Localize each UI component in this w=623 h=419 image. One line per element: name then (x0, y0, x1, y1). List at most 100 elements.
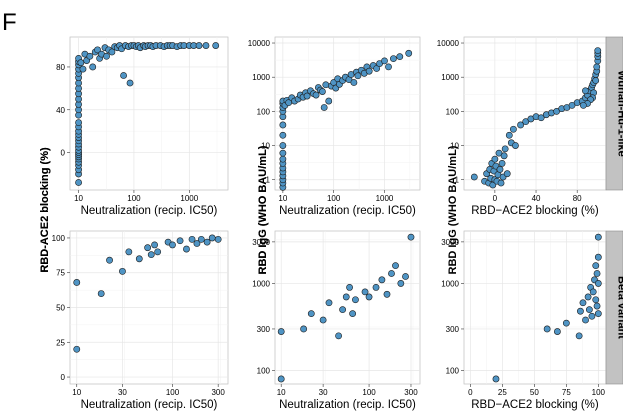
x-tick-label: 100 (166, 388, 180, 397)
data-point (325, 97, 333, 105)
x-axis-label: Neutralization (recip. IC50) (81, 399, 218, 411)
data-point (354, 72, 362, 80)
data-point (73, 345, 81, 353)
data-point (373, 65, 381, 72)
x-tick-label: 1000 (376, 194, 394, 203)
x-axis-label: Neutralization (recip. IC50) (81, 205, 218, 217)
scatter-panel-6: 0 25 50 75 100 100 300 1000 3000 RBD−ACE2 blockin… (441, 230, 607, 411)
facet-strip (605, 36, 623, 191)
y-tick-label: 300 (446, 325, 460, 334)
facet-strip (605, 230, 623, 385)
scatter-panel-5: 10 30 100 300 100 300 1000 3000 Neutralization (… (252, 145, 421, 411)
y-tick-label: 100 (52, 234, 66, 243)
data-point (197, 235, 205, 243)
data-point (593, 302, 601, 310)
y-tick-label: 10000 (248, 39, 271, 48)
data-point (589, 288, 597, 296)
data-point (346, 284, 353, 291)
data-point (594, 253, 602, 261)
data-point (106, 256, 113, 264)
y-tick-label: 100 (446, 367, 460, 376)
y-tick-label: 3000 (252, 238, 270, 247)
panel-letter: F (2, 9, 17, 36)
data-point (592, 296, 600, 304)
y-tick-label: 100 (446, 107, 460, 116)
plot-area (274, 230, 421, 385)
data-point (319, 88, 326, 95)
y-tick-label: 100 (257, 367, 271, 376)
data-point (365, 293, 373, 301)
data-point (307, 310, 315, 318)
y-axis-label: RBD-ACE2 blocking (%) (39, 147, 51, 273)
data-point (492, 375, 500, 383)
y-tick-label: 1000 (252, 279, 270, 288)
x-tick-label: 100 (362, 388, 376, 397)
data-point (352, 296, 359, 304)
y-tick-label: 50 (56, 304, 65, 313)
data-point (582, 316, 589, 324)
data-point (501, 145, 509, 153)
data-point (188, 235, 196, 243)
data-point (498, 160, 506, 167)
data-point (585, 306, 593, 314)
data-point (350, 79, 358, 86)
data-point (151, 241, 158, 249)
x-axis-label: RBD−ACE2 blocking (%) (471, 399, 599, 411)
data-point (126, 79, 134, 87)
data-point (277, 375, 285, 383)
data-point (319, 316, 327, 324)
plot-area (463, 230, 607, 385)
data-point (584, 293, 592, 301)
y-tick-label: 1000 (252, 73, 270, 82)
data-point (202, 42, 210, 49)
data-point (383, 290, 391, 298)
data-point (396, 53, 404, 61)
data-point (381, 57, 388, 65)
data-point (169, 241, 176, 249)
data-point (279, 121, 287, 129)
scatter-panel-2: 10 100 1000 1 10 100 1000 10000 Neutralization (… (248, 36, 421, 274)
x-tick-label: 0 (468, 388, 473, 397)
x-tick-label: 300 (211, 388, 225, 397)
x-tick-label: 10 (278, 194, 287, 203)
y-tick-label: 25 (56, 338, 65, 347)
x-tick-label: 100 (127, 194, 141, 203)
data-point (512, 142, 519, 149)
x-tick-label: 1000 (180, 194, 198, 203)
data-point (75, 179, 82, 186)
data-point (579, 101, 587, 109)
data-point (388, 270, 395, 277)
data-point (349, 310, 357, 318)
data-point (562, 319, 570, 327)
x-tick-label: 10 (277, 388, 286, 397)
x-axis-label: Neutralization (recip. IC50) (279, 399, 416, 411)
data-point (195, 42, 203, 49)
data-point (120, 72, 127, 79)
data-point (470, 173, 478, 181)
data-point (579, 299, 587, 307)
data-point (108, 48, 116, 56)
data-point (592, 77, 600, 84)
scatter-panel-3: 0 40 80 1 10 100 1000 10000 RBD−ACE2 blocking (%… (437, 36, 607, 217)
data-point (103, 52, 110, 60)
data-point (193, 240, 201, 247)
x-tick-label: 75 (562, 388, 571, 397)
data-point (300, 325, 308, 333)
y-tick-label: 40 (56, 106, 65, 115)
y-tick-label: 1 (455, 176, 460, 185)
data-point (214, 235, 222, 243)
data-point (390, 55, 397, 62)
x-tick-label: 80 (573, 194, 582, 203)
y-axis-label: RBD IgG (WHO BAU/mL) (257, 145, 269, 274)
data-point (339, 306, 347, 314)
y-tick-label: 1 (266, 176, 271, 185)
data-point (503, 170, 511, 178)
y-tick-label: 300 (257, 325, 271, 334)
data-point (322, 81, 330, 89)
data-point (497, 179, 505, 187)
data-point (407, 233, 415, 241)
y-tick-label: 1000 (441, 73, 459, 82)
